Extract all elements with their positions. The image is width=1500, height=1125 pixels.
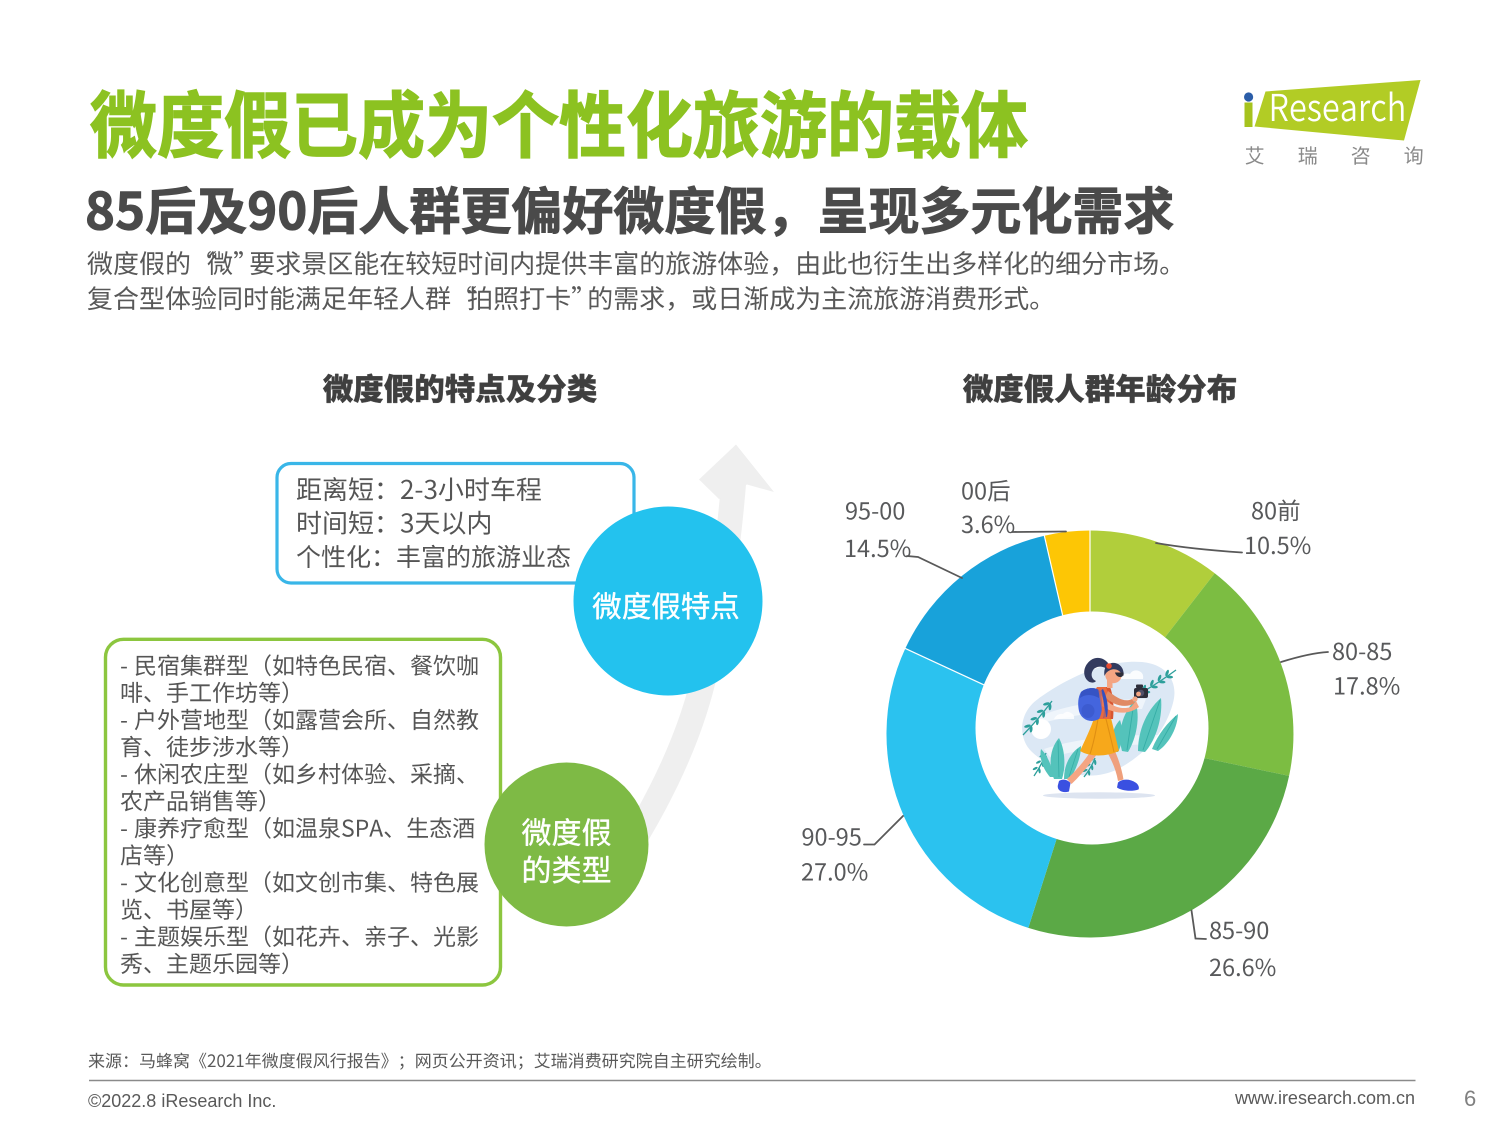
svg-text:6: 6 <box>1464 1086 1476 1111</box>
svg-text:©2022.8 iResearch Inc.: ©2022.8 iResearch Inc. <box>88 1091 276 1111</box>
svg-text:www.iresearch.com.cn: www.iresearch.com.cn <box>1234 1088 1415 1108</box>
